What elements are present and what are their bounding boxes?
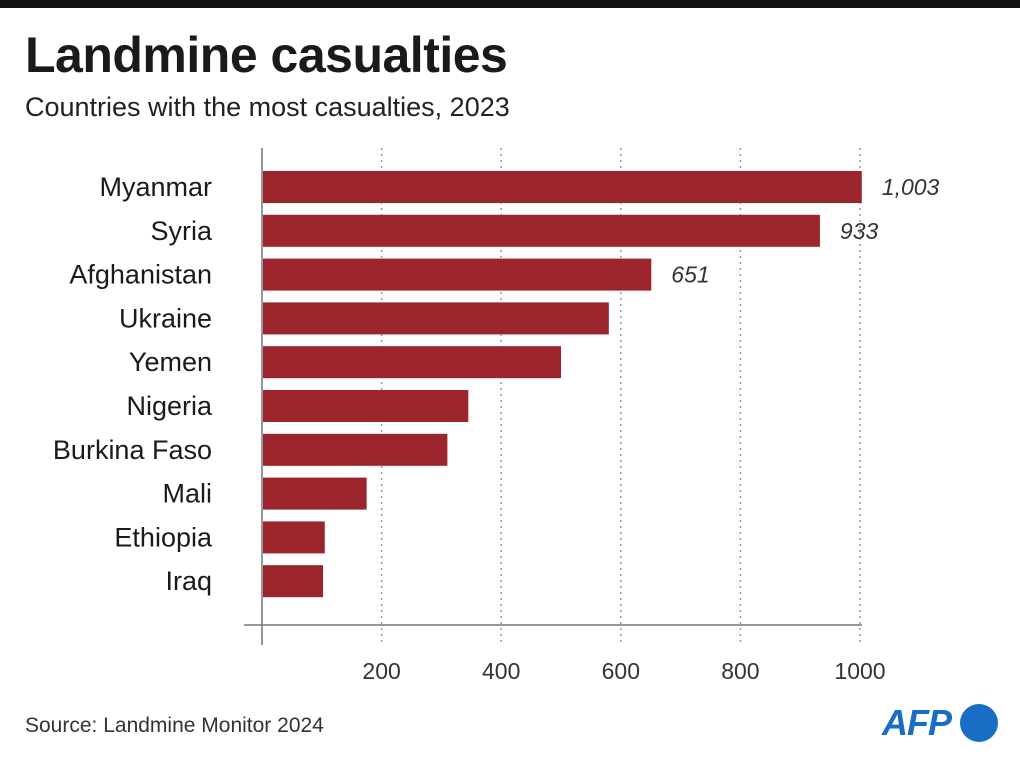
- category-label-myanmar: Myanmar: [99, 172, 212, 202]
- category-label-ethiopia: Ethiopia: [114, 522, 213, 552]
- bar-chart: Myanmar 1,003 Syria 933 Afghanistan 651 Ukrain…: [53, 148, 940, 684]
- bar-yemen: [263, 346, 561, 379]
- value-label-syria: 933: [840, 218, 879, 244]
- bar-syria: [263, 214, 820, 247]
- x-tick-label-800: 800: [721, 658, 759, 684]
- category-label-syria: Syria: [150, 216, 212, 246]
- x-tick-label-200: 200: [362, 658, 400, 684]
- x-tick-label-400: 400: [482, 658, 520, 684]
- bar-afghanistan: [263, 258, 652, 291]
- x-tick-label-600: 600: [602, 658, 640, 684]
- x-tick-label-1000: 1000: [834, 658, 885, 684]
- bar-iraq: [263, 565, 323, 598]
- category-label-ukraine: Ukraine: [119, 303, 212, 333]
- category-label-mali: Mali: [162, 479, 212, 509]
- bar-nigeria: [263, 390, 469, 422]
- bar-ethiopia: [263, 521, 325, 554]
- afp-logo: AFP: [882, 702, 1002, 746]
- value-label-myanmar: 1,003: [882, 174, 940, 200]
- value-label-afghanistan: 651: [671, 262, 709, 288]
- bar-mali: [263, 477, 367, 510]
- source-note: Source: Landmine Monitor 2024: [25, 714, 324, 737]
- category-label-burkina-faso: Burkina Faso: [53, 435, 212, 465]
- afp-logo-text: AFP: [882, 702, 952, 743]
- chart-subtitle: Countries with the most casualties, 2023: [25, 92, 510, 122]
- category-label-iraq: Iraq: [165, 566, 212, 596]
- top-rule: [0, 0, 1020, 8]
- category-label-afghanistan: Afghanistan: [69, 260, 212, 290]
- bar-myanmar: [263, 171, 862, 203]
- chart-title: Landmine casualties: [25, 27, 508, 83]
- category-label-nigeria: Nigeria: [126, 391, 213, 421]
- bar-ukraine: [263, 302, 609, 335]
- bar-burkina-faso: [263, 433, 448, 466]
- category-label-yemen: Yemen: [129, 347, 212, 377]
- afp-logo-dot: [960, 704, 998, 742]
